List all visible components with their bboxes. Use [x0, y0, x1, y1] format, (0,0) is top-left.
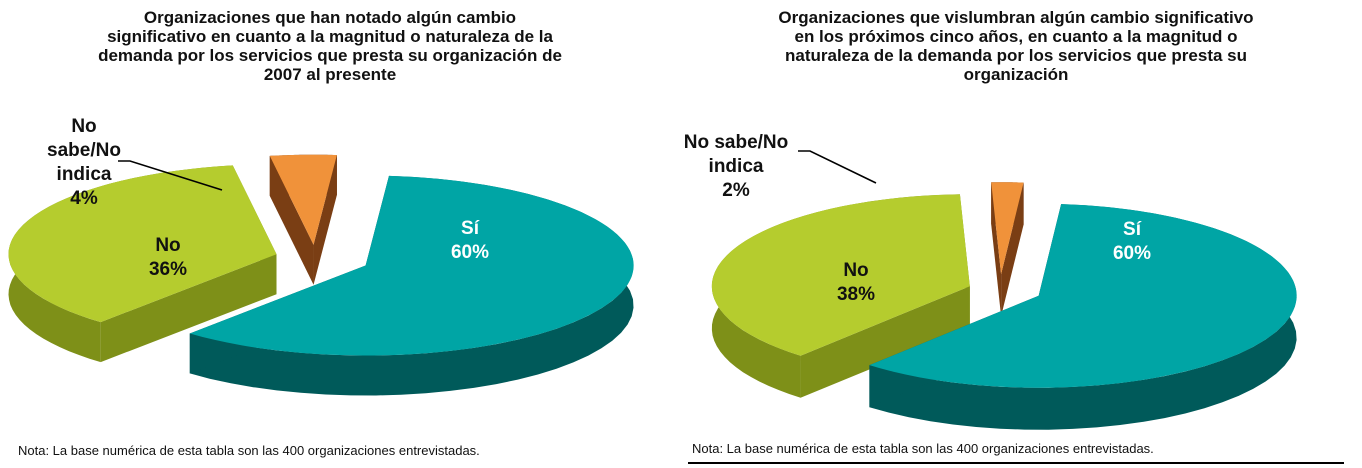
chart-panel-left: Organizaciones que han notado algún camb…	[0, 0, 660, 468]
chart-title: Organizaciones que vislumbran algún camb…	[670, 8, 1362, 84]
chart-panel-right: Organizaciones que vislumbran algún camb…	[670, 0, 1362, 468]
slice-name-label: No	[843, 260, 868, 281]
pie-slice-no-sabe	[269, 154, 337, 245]
chart-note: Nota: La base numérica de esta tabla son…	[692, 441, 1154, 456]
pie-chart: Sí 60% No 36% No sabe/No indica 4%	[8, 116, 634, 396]
slice-label: No sabe/No indica 4%	[47, 116, 121, 209]
pie-chart: Sí 60% No 38% No sabe/No indica 2%	[684, 132, 1297, 430]
leader-line	[798, 150, 877, 184]
slice-label: Sí 60%	[451, 218, 489, 263]
slice-value-label: 60%	[1113, 243, 1151, 264]
pie-slice-face	[313, 155, 337, 285]
pie-slice-face	[991, 182, 1002, 317]
pie-slice-no-sabe	[991, 182, 1024, 275]
slice-value-label: 2%	[722, 180, 750, 201]
pie-slice-no	[8, 165, 277, 323]
title-line: organización	[963, 65, 1069, 84]
pie-tops	[711, 182, 1297, 388]
title-line: Organizaciones que vislumbran algún camb…	[778, 8, 1254, 27]
slice-label: No 36%	[149, 235, 187, 280]
slice-name-label: indica	[709, 156, 764, 177]
slice-name-label: Sí	[461, 218, 480, 239]
slice-label: Sí 60%	[1113, 219, 1151, 264]
slice-value-label: 4%	[70, 188, 98, 209]
pie-labels: Sí 60% No 36% No sabe/No indica 4%	[47, 116, 489, 280]
slice-name-label: sabe/No	[47, 140, 121, 161]
pie-slice-face	[269, 155, 314, 285]
pie-tops	[8, 154, 634, 356]
note-underline	[688, 462, 1344, 464]
slice-value-label: 38%	[837, 284, 875, 305]
slice-label: No sabe/No indica 2%	[684, 132, 789, 201]
slice-name-label: Sí	[1123, 219, 1142, 240]
title-line: demanda por los servicios que presta su …	[98, 46, 562, 65]
pie-slice-face	[1001, 182, 1024, 317]
leader-line	[118, 160, 223, 191]
pie-labels: Sí 60% No 38% No sabe/No indica 2%	[684, 132, 1151, 305]
title-line: naturaleza de la demanda por los servici…	[785, 46, 1247, 65]
slice-value-label: 60%	[451, 242, 489, 263]
chart-title: Organizaciones que han notado algún camb…	[0, 8, 660, 84]
title-line: significativo en cuanto a la magnitud o …	[107, 27, 553, 46]
pie-slice-no	[711, 194, 970, 356]
title-line: 2007 al presente	[263, 65, 397, 84]
pie-slice-si	[189, 175, 634, 356]
slice-label: No 38%	[837, 260, 875, 305]
title-line: Organizaciones que han notado algún camb…	[143, 8, 517, 27]
chart-note: Nota: La base numérica de esta tabla son…	[18, 443, 480, 458]
pie-slice-si	[869, 204, 1297, 388]
slice-name-label: No sabe/No	[684, 132, 789, 153]
slice-name-label: No	[155, 235, 180, 256]
slice-value-label: 36%	[149, 259, 187, 280]
pie-slice-face	[100, 254, 277, 363]
title-line: en los próximos cinco años, en cuanto a …	[794, 27, 1238, 46]
pie-slice-face	[800, 286, 970, 398]
slice-name-label: No	[71, 116, 96, 137]
slice-name-label: indica	[57, 164, 112, 185]
